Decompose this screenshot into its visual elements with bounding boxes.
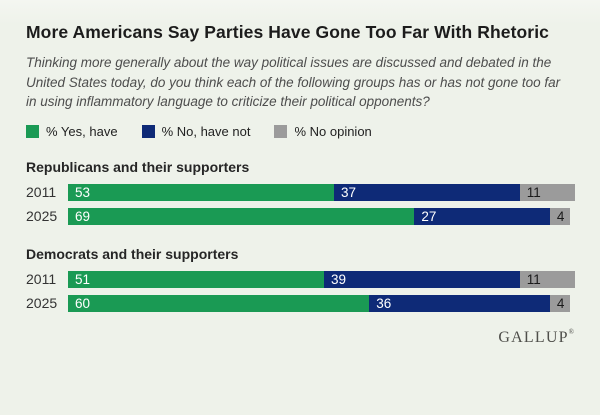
value-label: 51 [75,271,91,287]
legend-swatch-icon [141,124,155,138]
registered-mark: ® [568,327,574,336]
bar-segment-no-opinion: 4 [549,294,570,312]
bar-segment-no-have-not: 39 [324,270,520,288]
legend-swatch-icon [274,124,288,138]
legend: % Yes, have % No, have not % No opinion [26,124,575,139]
legend-item: % No, have not [141,123,251,139]
chart-subtitle: Thinking more generally about the way po… [26,55,561,109]
bar-row: 2011 51 39 11 [26,270,575,288]
bar-segment-no-have-not: 37 [334,183,520,201]
legend-label: % Yes, have [46,123,118,139]
bar-segment-yes-have: 60 [68,294,370,312]
bar-track: 51 39 11 [68,270,575,288]
bar-segment-no-opinion: 11 [519,270,575,288]
bar-segment-yes-have: 51 [68,270,324,288]
bar-segment-no-have-not: 36 [369,294,550,312]
bar-segment-no-opinion: 4 [549,207,570,225]
chart-title: More Americans Say Parties Have Gone Too… [26,22,550,42]
value-label: 11 [526,184,541,200]
legend-item: % Yes, have [26,124,118,139]
legend-item: % No opinion [274,123,372,139]
bar-row: 2025 69 27 4 [26,207,575,225]
bar-segment-yes-have: 53 [68,183,335,201]
legend-label: % No opinion [294,123,372,139]
gallup-logo: GALLUP® [498,327,574,346]
value-label: 37 [341,184,357,200]
year-label: 2011 [26,271,57,287]
value-label: 36 [376,295,392,311]
bar-track: 53 37 11 [68,183,575,201]
group-heading: Republicans and their supporters [26,158,250,175]
value-label: 11 [526,271,541,287]
footer: GALLUP® [26,328,575,347]
bar-track: 69 27 4 [68,207,575,225]
year-label: 2011 [26,184,57,200]
legend-swatch-icon [26,124,39,138]
chart-group: Democrats and their supporters 2011 51 39 11… [26,246,575,312]
bar-segment-no-have-not: 27 [414,207,550,225]
gallup-wordmark: GALLUP [498,328,569,346]
value-label: 27 [421,208,437,224]
value-label: 39 [331,271,347,287]
value-label: 4 [556,295,565,311]
value-label: 60 [75,295,91,311]
year-label: 2025 [26,208,58,224]
bar-row: 2011 53 37 11 [26,183,575,201]
value-label: 69 [75,208,91,224]
group-heading: Democrats and their supporters [26,245,239,262]
legend-label: % No, have not [161,123,251,139]
year-label: 2025 [26,295,58,311]
value-label: 4 [556,208,565,224]
bar-segment-no-opinion: 11 [519,183,575,201]
bar-segment-yes-have: 69 [68,207,415,225]
bar-track: 60 36 4 [68,294,575,312]
chart-group: Republicans and their supporters 2011 53 37… [26,159,575,225]
stacked-bar-chart: Republicans and their supporters 2011 53 37… [26,159,575,312]
bar-row: 2025 60 36 4 [26,294,575,312]
value-label: 53 [75,184,91,200]
